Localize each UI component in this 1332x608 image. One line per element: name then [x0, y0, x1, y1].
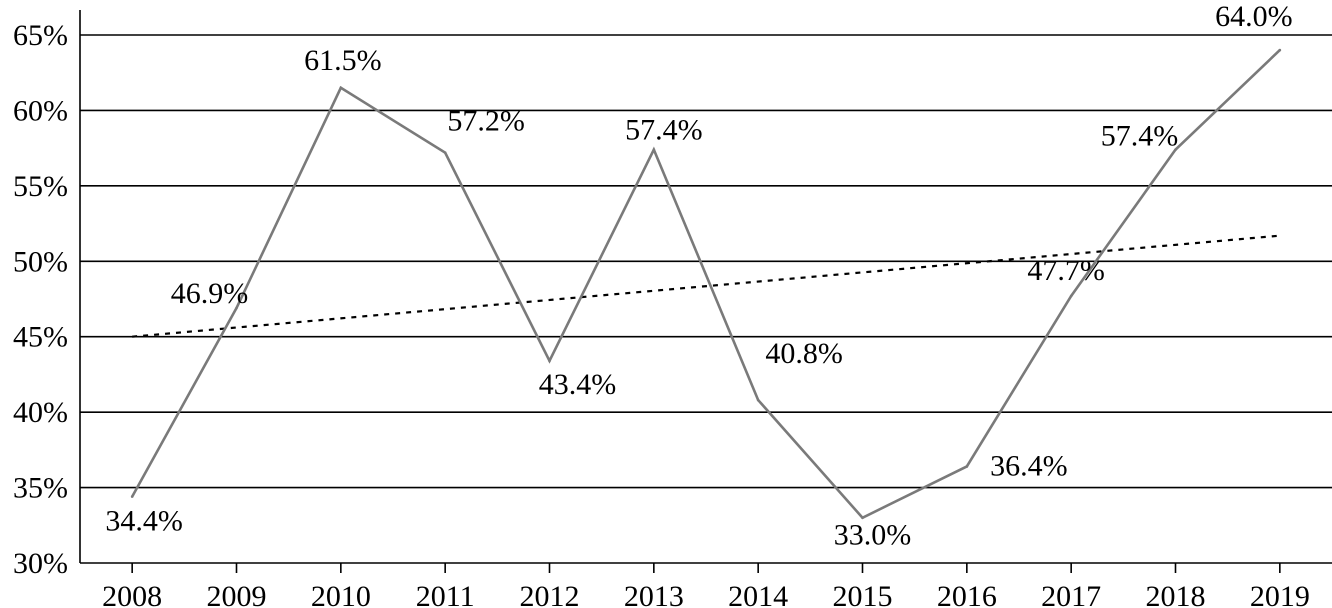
data-point — [1278, 48, 1282, 52]
x-tick-label: 2012 — [520, 580, 580, 608]
data-point — [339, 86, 343, 90]
data-point — [965, 465, 969, 468]
x-tick-label: 2010 — [311, 580, 371, 608]
x-tick-label: 2016 — [937, 580, 997, 608]
axis-layer: 30% 35% 40% 45% 50% 55% 60% 65% 2008 2009 2010 2011… — [13, 10, 1332, 608]
data-label: 57.2% — [447, 105, 525, 138]
y-tick-label: 35% — [13, 472, 68, 505]
data-label: 57.4% — [1101, 120, 1179, 153]
data-label: 33.0% — [834, 519, 912, 552]
y-tick-label: 60% — [13, 94, 68, 127]
data-point — [1174, 148, 1177, 151]
data-point — [1069, 294, 1073, 298]
data-point — [443, 151, 447, 154]
x-tick-label: 2015 — [833, 580, 893, 608]
y-tick-label: 55% — [13, 170, 68, 203]
x-tick-label: 2019 — [1250, 580, 1310, 608]
data-point — [861, 516, 864, 520]
y-tick-label: 65% — [13, 19, 68, 52]
data-label: 46.9% — [171, 277, 249, 310]
data-point — [548, 359, 551, 363]
y-tick-label: 30% — [13, 547, 68, 580]
x-tick-label: 2014 — [728, 580, 788, 608]
x-tick-label: 2009 — [207, 580, 267, 608]
data-label: 47.7% — [1027, 254, 1105, 287]
grid-layer — [80, 34, 1332, 489]
data-point — [652, 148, 656, 151]
data-label: 43.4% — [539, 368, 617, 401]
x-tick-label: 2018 — [1146, 580, 1206, 608]
series-layer — [130, 48, 1282, 520]
x-tick-label: 2008 — [102, 580, 162, 608]
y-tick-label: 50% — [13, 245, 68, 278]
x-tick-label: 2017 — [1041, 580, 1101, 608]
data-label: 61.5% — [304, 44, 382, 77]
series-line — [131, 49, 1281, 520]
x-tick-label: 2011 — [416, 580, 475, 608]
data-point — [756, 398, 760, 402]
data-point — [235, 306, 238, 310]
data-label: 57.4% — [625, 114, 703, 147]
trendline — [132, 234, 1280, 338]
data-point — [130, 495, 134, 498]
data-label: 64.0% — [1215, 0, 1293, 33]
trendline-layer — [132, 234, 1280, 338]
data-label: 36.4% — [990, 449, 1068, 482]
y-tick-label: 45% — [13, 321, 68, 354]
data-label: 40.8% — [765, 337, 843, 370]
data-label: 34.4% — [105, 505, 183, 538]
x-tick-label: 2013 — [624, 580, 684, 608]
y-tick-label: 40% — [13, 396, 68, 429]
label-layer: 34.4% 46.9% 61.5% 57.2% 43.4% 57.4% 40.8% 33.0%… — [105, 0, 1292, 552]
